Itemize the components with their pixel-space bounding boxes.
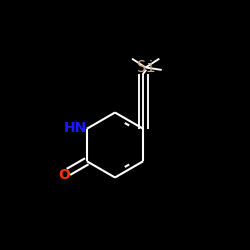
Text: O: O <box>58 168 70 181</box>
Text: HN: HN <box>64 120 87 134</box>
Text: Si: Si <box>136 60 155 75</box>
